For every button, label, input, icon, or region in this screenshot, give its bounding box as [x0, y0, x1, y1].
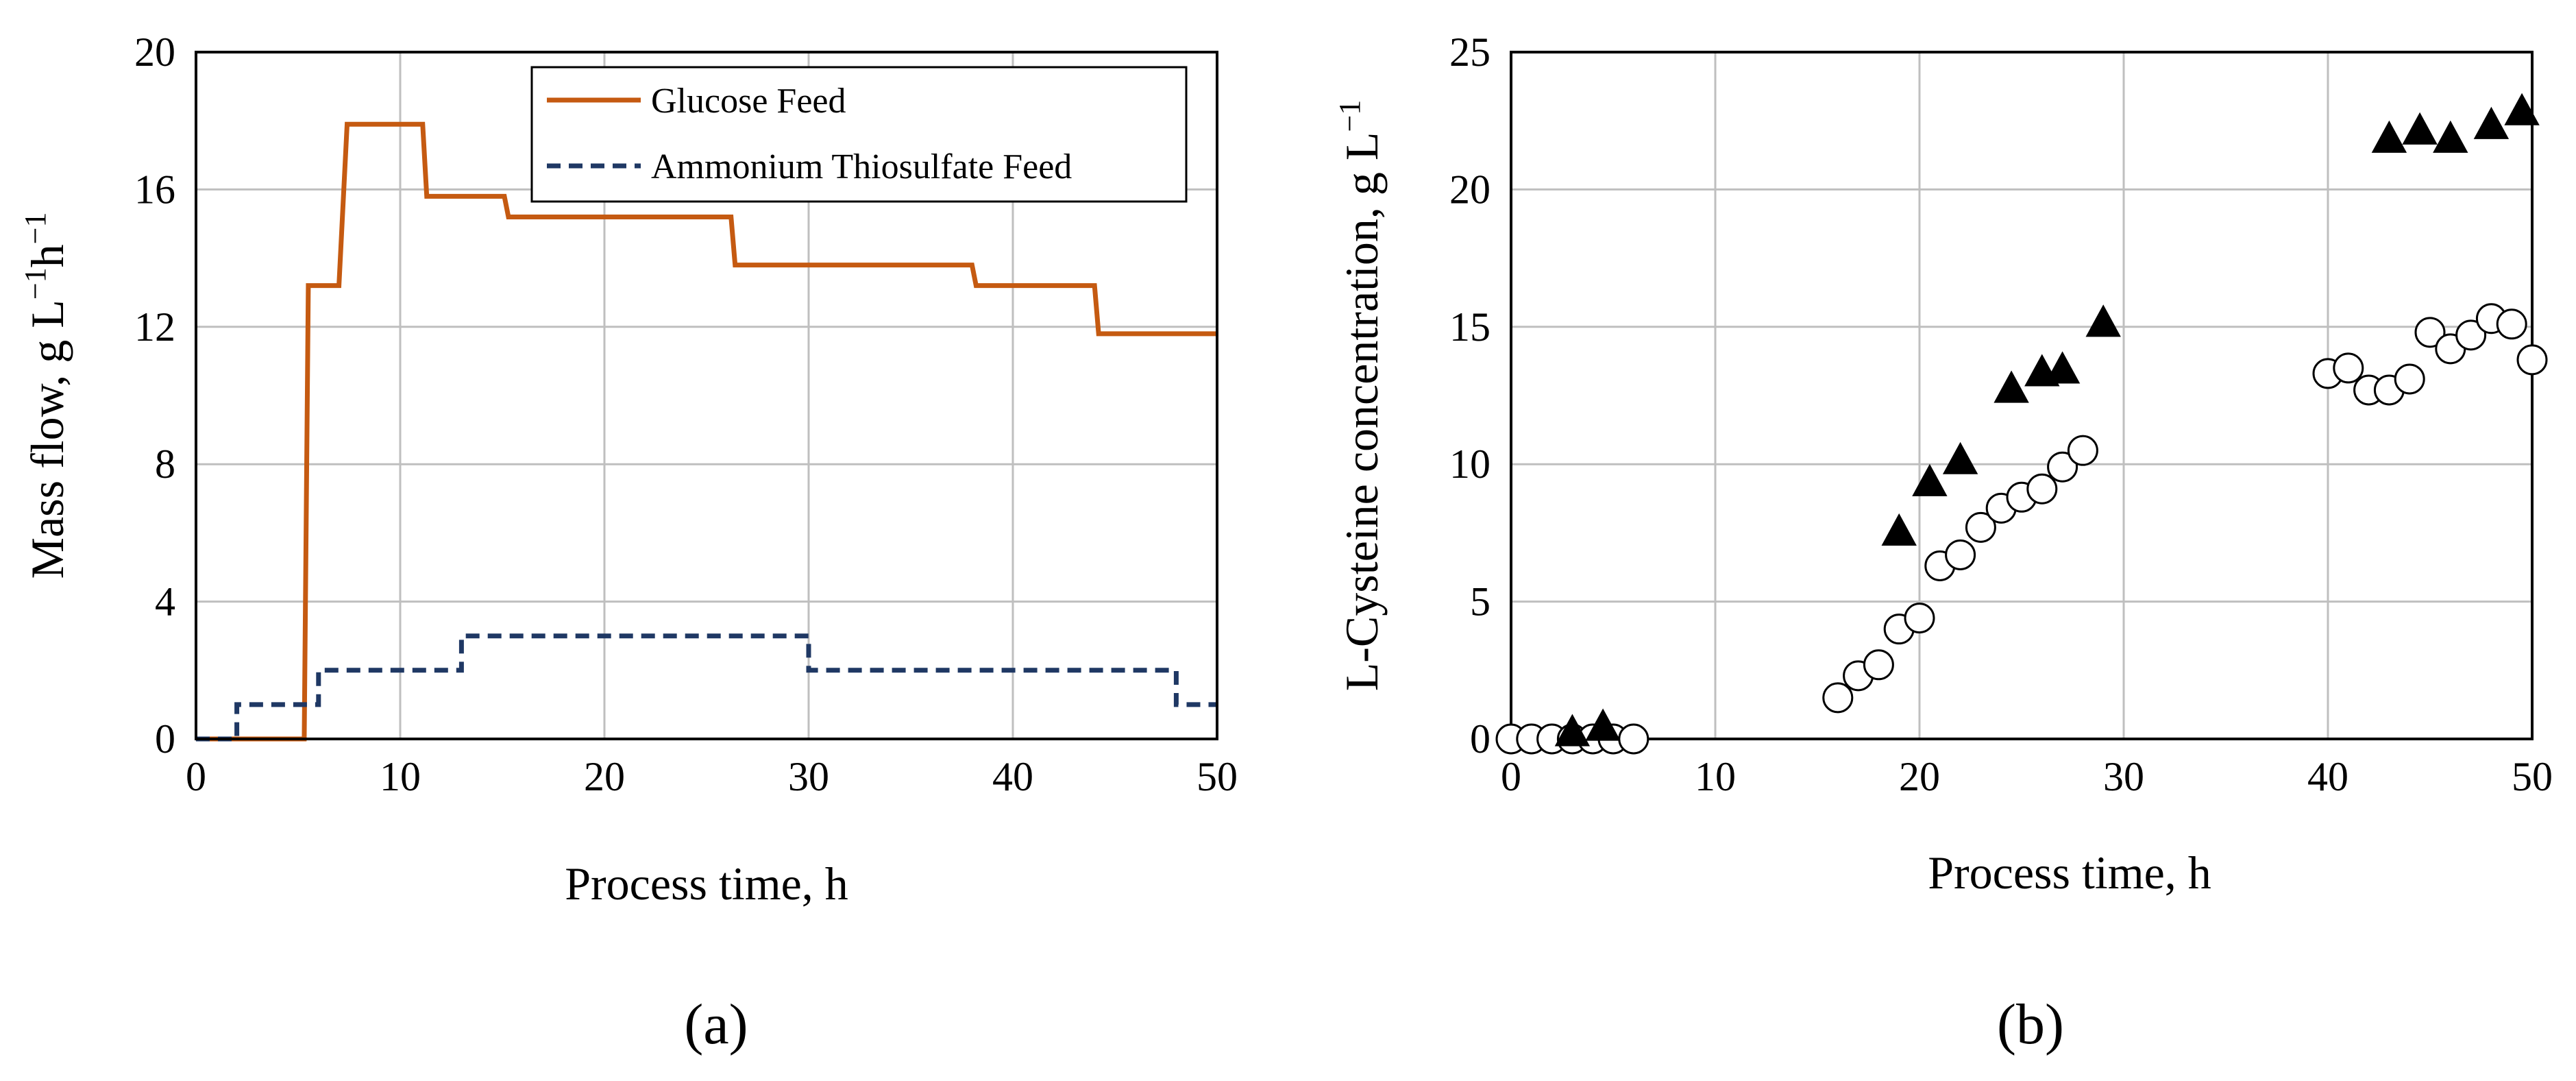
chart-b-y-tick-label: 25	[1449, 29, 1491, 75]
chart-b-x-tick-label: 0	[1501, 754, 1521, 799]
chart-b-x-tick-label: 40	[2307, 754, 2348, 799]
chart-b-y-ticks: 0 5 10 15 20 25	[1449, 29, 1491, 762]
chart-b-x-tick-label: 50	[2512, 754, 2553, 799]
legend-label-glucose: Glucose Feed	[651, 82, 846, 121]
data-point-circle	[1618, 723, 1649, 755]
series-line-glucose-feed	[196, 121, 1217, 742]
data-point-circle	[2333, 352, 2364, 384]
legend-label-thiosulfate: Ammonium Thiosulfate Feed	[651, 147, 1072, 186]
chart-a-x-tick-label: 0	[186, 754, 206, 799]
chart-a-legend: Glucose Feed Ammonium Thiosulfate Feed	[530, 66, 1188, 203]
data-point-triangle	[1994, 370, 2029, 403]
chart-a-y-tick-label: 0	[155, 716, 175, 762]
data-point-circle	[2067, 435, 2098, 466]
chart-a-y-tick-label: 4	[155, 579, 175, 624]
chart-a-x-tick-label: 10	[380, 754, 421, 799]
data-point-circle	[2414, 317, 2446, 348]
data-point-circle	[1822, 682, 1854, 714]
chart-b-y-tick-label: 20	[1449, 167, 1491, 212]
chart-b-x-ticks: 0 10 20 30 40 50	[1501, 754, 2553, 799]
chart-b-x-tick-label: 10	[1695, 754, 1736, 799]
data-point-circle	[2026, 473, 2058, 505]
legend-box	[530, 66, 1188, 203]
data-point-triangle	[1942, 441, 1978, 474]
chart-b: 0 10 20 30 40 50 0 5 10 15 20 25 Process time, h L…	[1333, 29, 2553, 1056]
chart-a-x-tick-label: 50	[1197, 754, 1238, 799]
data-point-circle	[1965, 511, 1996, 543]
chart-b-y-axis-label: L-Cysteine concentration, g L−1	[1333, 100, 1388, 692]
chart-b-y-tick-label: 0	[1470, 716, 1491, 762]
chart-b-circle-points	[1495, 303, 2548, 755]
chart-a-y-tick-label: 12	[134, 304, 175, 350]
chart-a-y-tick-label: 8	[155, 441, 175, 487]
data-point-triangle	[2402, 112, 2438, 145]
data-point-circle	[1863, 649, 1894, 681]
data-point-triangle	[2044, 351, 2081, 384]
chart-a-x-tick-label: 20	[584, 754, 625, 799]
data-point-circle	[2047, 451, 2078, 483]
panel-label-b: (b)	[1997, 993, 2064, 1056]
chart-a: 0 10 20 30 40 50 0 4 8 12 16 20 Glucose Feed Ammon…	[19, 29, 1238, 1056]
data-point-circle	[2516, 344, 2548, 376]
data-point-circle	[1945, 539, 1976, 570]
data-point-triangle	[2085, 304, 2121, 337]
data-point-triangle	[2504, 93, 2540, 125]
chart-a-x-ticks: 0 10 20 30 40 50	[186, 754, 1238, 799]
chart-a-x-tick-label: 30	[788, 754, 829, 799]
chart-a-x-tick-label: 40	[992, 754, 1033, 799]
chart-a-y-tick-label: 20	[134, 29, 175, 75]
chart-b-x-tick-label: 20	[1899, 754, 1940, 799]
chart-b-x-tick-label: 30	[2103, 754, 2144, 799]
chart-b-y-tick-label: 5	[1470, 579, 1491, 624]
chart-a-x-axis-label: Process time, h	[565, 858, 848, 910]
data-point-circle	[2394, 363, 2425, 395]
chart-a-plot-frame	[195, 51, 1218, 740]
chart-a-glucose-line	[196, 121, 1217, 742]
chart-b-triangle-points	[1554, 93, 2540, 746]
series-line-ammonium-thiosulfate-feed	[196, 633, 1217, 742]
chart-a-y-tick-label: 16	[134, 167, 175, 212]
data-point-circle	[1904, 603, 1935, 634]
chart-b-y-tick-label: 10	[1449, 441, 1491, 487]
chart-b-plot-frame	[1510, 51, 2534, 740]
data-point-triangle	[1554, 714, 1591, 746]
chart-a-y-axis-label: Mass flow, g L−1h−1	[19, 212, 73, 579]
data-point-triangle	[1912, 463, 1948, 496]
data-point-circle	[2496, 308, 2527, 340]
chart-a-thiosulfate-line	[196, 633, 1217, 742]
chart-b-y-tick-label: 15	[1449, 304, 1491, 350]
data-point-triangle	[2433, 120, 2468, 153]
data-point-triangle	[2371, 120, 2407, 153]
data-point-triangle	[2473, 106, 2510, 139]
data-point-triangle	[1585, 708, 1621, 741]
chart-b-x-axis-label: Process time, h	[1928, 847, 2211, 899]
panel-label-a: (a)	[684, 993, 748, 1056]
data-point-circle	[2455, 319, 2487, 351]
data-point-triangle	[1881, 513, 1917, 546]
chart-a-y-ticks: 0 4 8 12 16 20	[134, 29, 175, 762]
